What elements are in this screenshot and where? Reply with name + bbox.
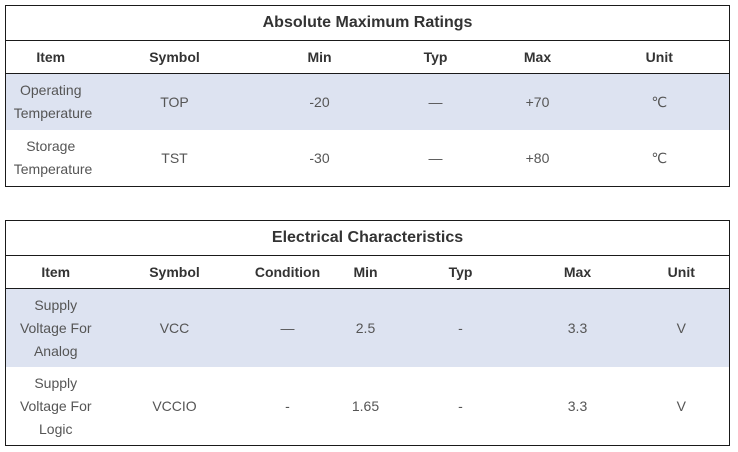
column-header-unit: Unit [589,40,730,74]
cell-symbol: VCCIO [152,397,197,414]
column-header-min: Min [253,40,386,74]
column-header-condition: Condition [243,255,332,289]
cell-typ: — [428,149,443,166]
cell-min: -20 [253,73,386,130]
cell-max: +80 [525,149,550,166]
cell-item: Storage Temperature [6,130,96,187]
column-header-typ: Typ [385,40,486,74]
column-header-max: Max [521,255,634,289]
absolute-maximum-ratings-table: Absolute Maximum Ratings Item Symbol Min… [5,5,731,187]
cell-symbol: TST [161,149,188,166]
cell-typ: - [399,288,522,367]
header-row: Item Symbol Condition Min Typ Max Unit [5,255,730,289]
cell-unit: ℃ [651,149,668,166]
cell-min: -30 [309,149,330,166]
column-header-min: Min [331,255,400,289]
cell-min: 1.65 [351,397,380,414]
column-header-item: Item [5,40,96,74]
column-header-item: Item [5,255,106,289]
item-label: Storage Temperature [13,138,93,177]
cell-condition: — [243,288,332,367]
cell-item: Supply Voltage For Analog [5,288,106,367]
table-row: Supply Voltage For Logic VCCIO - 1.65 - … [6,367,730,446]
cell-unit: ℃ [589,73,730,130]
cell-typ: - [458,397,463,414]
cell-item: Supply Voltage For Logic [6,367,106,446]
cell-typ: — [385,73,486,130]
cell-condition: - [285,397,290,414]
cell-max: 3.3 [521,288,634,367]
table-row: Operating Temperature TOP -20 — +70 ℃ [5,73,730,130]
cell-max: 3.3 [567,397,588,414]
item-label: Operating Temperature [13,82,93,121]
cell-symbol: VCC [105,288,244,367]
column-header-max: Max [485,40,590,74]
column-header-symbol: Symbol [95,40,254,74]
cell-item: Operating Temperature [5,73,96,130]
electrical-characteristics-table: Electrical Characteristics Item Symbol C… [5,220,731,446]
item-label: Supply Voltage For Logic [19,374,92,437]
header-row: Item Symbol Min Typ Max Unit [5,40,730,74]
cell-min: 2.5 [331,288,400,367]
column-header-symbol: Symbol [105,255,244,289]
cell-symbol: TOP [95,73,254,130]
table-row: Storage Temperature TST -30 — +80 ℃ [6,130,730,187]
item-label: Supply Voltage For Analog [19,296,92,359]
cell-max: +70 [485,73,590,130]
cell-unit: V [633,288,730,367]
table-title: Electrical Characteristics [5,220,730,256]
table-title: Absolute Maximum Ratings [5,5,730,41]
column-header-unit: Unit [633,255,730,289]
column-header-typ: Typ [399,255,522,289]
table-row: Supply Voltage For Analog VCC — 2.5 - 3.… [5,288,730,367]
cell-unit: V [676,397,686,414]
